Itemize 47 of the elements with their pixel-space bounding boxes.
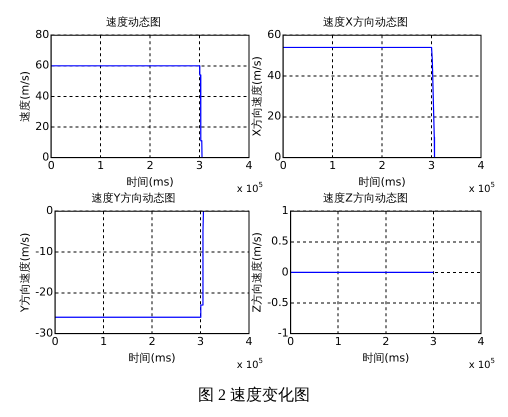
chart-title: 速度Y方向动态图: [92, 191, 176, 204]
x-tick-label: 4: [478, 159, 484, 172]
x-tick-label: 2: [378, 159, 386, 172]
x-tick-label: 3: [430, 335, 437, 348]
x-tick-label: 2: [148, 335, 156, 348]
x-tick-label: 3: [196, 159, 204, 172]
x-tick-label: 4: [478, 335, 484, 348]
y-tick-label: -30: [35, 326, 54, 340]
y-tick-label: -0.5: [267, 296, 289, 309]
x-tick-label: 1: [329, 159, 336, 172]
y-tick-label: -20: [35, 286, 54, 299]
y-tick-label: 0.5: [271, 234, 289, 248]
y-axis-title: Z方向速度(m/s): [250, 232, 264, 313]
x-tick-label: 3: [428, 159, 436, 172]
y-tick-label: 60: [35, 58, 50, 72]
y-tick-label: -1: [278, 326, 289, 340]
x-tick-label: 2: [382, 335, 390, 348]
x-tick-label: 1: [100, 335, 108, 348]
y-tick-label: 40: [267, 68, 282, 82]
y-tick-label: 0: [46, 204, 54, 218]
y-axis-title: X方向速度(m/s): [250, 56, 264, 137]
y-axis-title: 速度(m/s): [18, 71, 32, 122]
y-tick-label: 80: [35, 28, 50, 42]
chart-title: 速度动态图: [106, 15, 161, 28]
x-axis-title: 时间(ms): [128, 351, 176, 364]
y-tick-label: 0: [274, 150, 282, 164]
y-tick-label: 0: [282, 265, 289, 278]
x-tick-label: 4: [246, 159, 252, 172]
x-axis-title: 时间(ms): [358, 175, 406, 188]
x-axis-title: 时间(ms): [126, 175, 174, 188]
x-axis-title: 时间(ms): [362, 351, 410, 364]
chart-title: 速度X方向动态图: [323, 15, 408, 28]
y-tick-label: 20: [35, 120, 50, 133]
chart-title: 速度Z方向动态图: [323, 191, 408, 204]
y-axis-title: Y方向速度(m/s): [18, 232, 32, 314]
x-tick-label: 4: [246, 335, 252, 348]
y-tick-label: 60: [267, 28, 282, 42]
y-tick-label: -10: [35, 244, 54, 258]
y-tick-label: 20: [267, 110, 282, 123]
x-tick-label: 1: [334, 335, 342, 348]
y-tick-label: 0: [42, 150, 50, 164]
y-tick-label: 1: [282, 204, 289, 218]
x-tick-label: 3: [197, 335, 204, 348]
y-tick-label: 40: [35, 89, 50, 102]
caption: 图 2 速度变化图: [197, 386, 311, 406]
x-tick-label: 1: [97, 159, 104, 172]
x-tick-label: 2: [146, 159, 154, 172]
